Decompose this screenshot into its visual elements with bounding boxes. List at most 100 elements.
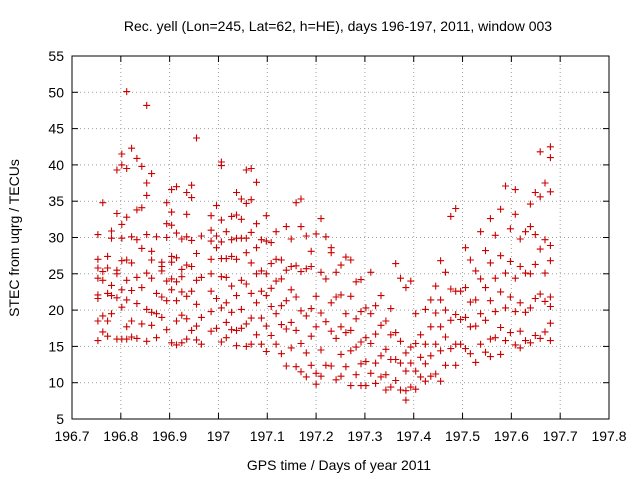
data-point — [123, 323, 131, 331]
y-tick-label: 40 — [48, 157, 64, 173]
data-point — [213, 202, 220, 210]
data-point — [104, 317, 112, 325]
data-point — [387, 383, 395, 391]
data-point — [377, 352, 385, 360]
data-point — [536, 193, 544, 201]
data-point — [322, 318, 330, 326]
data-point — [417, 331, 425, 339]
data-point — [118, 150, 126, 158]
data-point — [94, 264, 102, 272]
data-point — [138, 244, 146, 252]
data-point — [347, 326, 355, 334]
data-point — [178, 265, 186, 273]
data-point — [297, 195, 305, 203]
data-point — [457, 316, 465, 323]
data-point — [397, 337, 404, 345]
data-point — [267, 332, 275, 339]
data-point — [262, 270, 270, 278]
data-point — [168, 258, 176, 266]
data-point — [123, 276, 131, 284]
data-point — [228, 326, 236, 334]
data-point — [297, 223, 305, 231]
data-point — [128, 287, 136, 294]
data-point — [466, 350, 474, 358]
data-point — [417, 373, 425, 381]
data-point — [193, 336, 200, 344]
data-point — [222, 334, 230, 342]
data-point — [397, 274, 404, 282]
data-point — [546, 188, 554, 196]
data-point — [546, 257, 554, 265]
data-point — [287, 235, 295, 243]
data-point — [522, 337, 529, 345]
data-point — [94, 317, 102, 325]
data-point — [382, 345, 390, 353]
data-point — [472, 322, 480, 330]
data-point — [317, 309, 325, 317]
data-point — [277, 256, 285, 264]
data-point — [292, 262, 300, 270]
data-point — [237, 305, 245, 313]
data-point — [357, 276, 365, 284]
data-point — [123, 256, 131, 264]
data-point — [193, 250, 200, 257]
data-point — [197, 340, 205, 348]
data-point — [217, 238, 225, 246]
data-point — [442, 333, 449, 341]
data-point — [526, 339, 534, 347]
data-point — [183, 189, 191, 196]
data-point — [541, 179, 549, 187]
data-point — [128, 144, 136, 152]
data-point — [94, 255, 102, 263]
data-point — [502, 182, 509, 190]
data-point — [357, 338, 365, 346]
data-point — [104, 289, 112, 297]
data-point — [397, 386, 404, 394]
data-point — [312, 323, 320, 331]
data-point — [123, 165, 131, 172]
data-point — [262, 237, 270, 245]
data-point — [222, 255, 230, 263]
data-point — [188, 181, 196, 189]
data-point — [193, 300, 200, 308]
data-point — [466, 298, 474, 306]
x-tick-label: 197.6 — [494, 428, 529, 444]
data-point — [113, 270, 121, 278]
data-point — [516, 263, 524, 270]
data-point — [133, 273, 141, 281]
data-point — [133, 236, 141, 244]
data-point — [372, 302, 380, 310]
data-point — [427, 352, 435, 360]
data-point — [511, 274, 519, 282]
grid-lines — [71, 55, 610, 420]
data-point — [197, 232, 205, 240]
y-tick-labels: 5 10 15 20 25 30 35 40 45 50 55 — [48, 48, 64, 427]
data-point — [511, 210, 519, 218]
data-point — [148, 170, 156, 178]
x-tick-labels: 196.7 196.8 196.9 197 197.1 197.2 197.3 197.4 19… — [54, 428, 626, 444]
data-point — [392, 356, 400, 363]
data-point — [123, 335, 131, 343]
data-point — [312, 380, 320, 388]
data-point — [237, 276, 245, 284]
data-point — [347, 292, 355, 300]
data-point — [118, 257, 126, 265]
data-point — [412, 385, 420, 393]
data-point — [242, 280, 250, 288]
data-point — [407, 277, 415, 285]
data-point — [277, 302, 285, 310]
data-point — [217, 338, 225, 346]
data-point — [462, 244, 469, 252]
data-point — [99, 312, 107, 320]
data-point — [272, 277, 280, 285]
data-point — [546, 337, 554, 345]
x-tick-label: 196.8 — [103, 428, 138, 444]
data-point — [307, 263, 315, 270]
data-point — [143, 337, 151, 345]
data-point — [412, 310, 420, 318]
data-point — [217, 162, 225, 170]
data-point — [442, 306, 449, 314]
data-point — [502, 269, 509, 277]
data-point — [138, 204, 146, 212]
data-point — [332, 293, 340, 301]
